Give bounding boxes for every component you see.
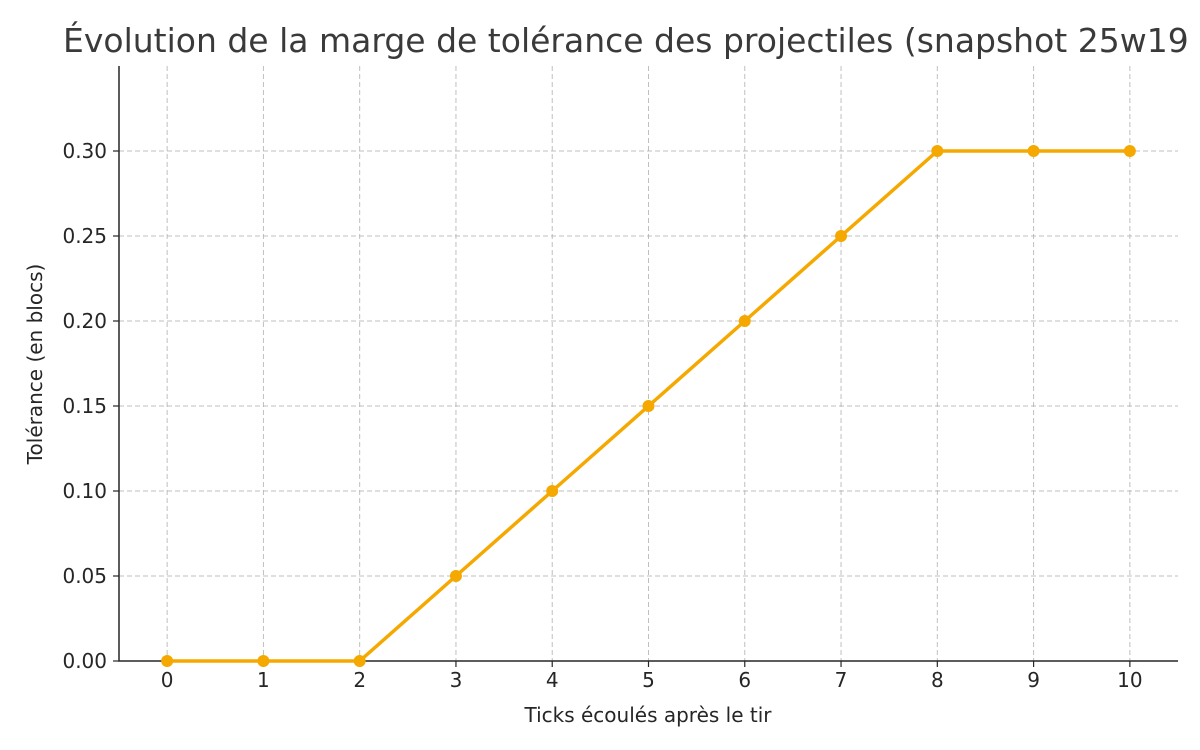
- data-point-7: [835, 230, 848, 242]
- x-tick-label-7: 7: [835, 668, 848, 692]
- axis-spines: [118, 66, 1178, 662]
- series-layer: [161, 145, 1136, 667]
- y-tick-label-6: 0.30: [62, 139, 107, 163]
- chart-title: Évolution de la marge de tolérance des p…: [63, 20, 1189, 60]
- data-point-1: [257, 655, 270, 667]
- x-tick-label-4: 4: [546, 668, 559, 692]
- data-point-10: [1123, 145, 1136, 157]
- x-tick-label-5: 5: [642, 668, 655, 692]
- y-axis-ticks: 0.00 0.05 0.10 0.15 0.20 0.25 0.30: [62, 139, 119, 673]
- x-tick-label-8: 8: [931, 668, 944, 692]
- data-point-5: [642, 400, 655, 412]
- x-tick-label-3: 3: [450, 668, 463, 692]
- x-tick-label-10: 10: [1117, 668, 1142, 692]
- x-tick-label-1: 1: [257, 668, 270, 692]
- data-point-4: [546, 485, 559, 497]
- y-tick-label-2: 0.10: [62, 479, 107, 503]
- data-point-3: [449, 570, 462, 582]
- x-axis-label: Ticks écoulés après le tir: [523, 703, 772, 727]
- y-tick-label-0: 0.00: [62, 649, 107, 673]
- y-tick-label-1: 0.05: [62, 564, 107, 588]
- data-point-2: [353, 655, 366, 667]
- y-tick-label-4: 0.20: [62, 309, 107, 333]
- y-tick-label-5: 0.25: [62, 224, 107, 248]
- x-tick-label-2: 2: [353, 668, 366, 692]
- grid: [119, 66, 1178, 662]
- data-point-0: [161, 655, 174, 667]
- data-point-9: [1027, 145, 1040, 157]
- y-axis-label: Tolérance (en blocs): [23, 264, 47, 466]
- x-axis-ticks: 0 1 2 3 4 5 6 7 8 9 10: [161, 661, 1143, 692]
- x-tick-label-9: 9: [1027, 668, 1040, 692]
- data-point-6: [738, 315, 751, 327]
- data-point-8: [931, 145, 944, 157]
- x-tick-label-0: 0: [161, 668, 174, 692]
- y-tick-label-3: 0.15: [62, 394, 107, 418]
- x-tick-label-6: 6: [738, 668, 751, 692]
